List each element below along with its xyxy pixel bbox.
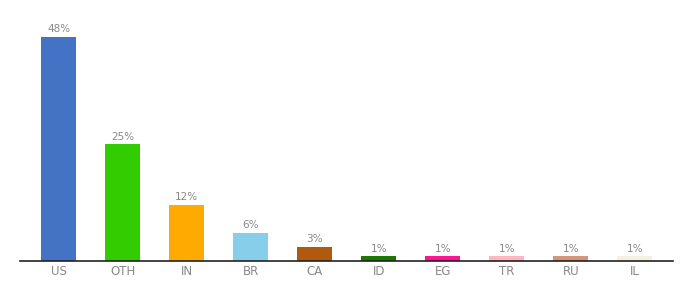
Text: 25%: 25% <box>112 131 135 142</box>
Bar <box>105 144 140 261</box>
Text: 1%: 1% <box>435 244 451 254</box>
Text: 1%: 1% <box>498 244 515 254</box>
Text: 6%: 6% <box>243 220 259 230</box>
Bar <box>554 256 588 261</box>
Bar <box>617 256 652 261</box>
Bar <box>41 37 76 261</box>
Text: 12%: 12% <box>175 192 199 202</box>
Bar <box>233 233 269 261</box>
Text: 1%: 1% <box>626 244 643 254</box>
Bar <box>169 205 205 261</box>
Text: 48%: 48% <box>47 24 70 34</box>
Bar <box>361 256 396 261</box>
Bar <box>489 256 524 261</box>
Text: 3%: 3% <box>307 234 323 244</box>
Text: 1%: 1% <box>371 244 387 254</box>
Bar <box>297 247 333 261</box>
Bar <box>425 256 460 261</box>
Text: 1%: 1% <box>562 244 579 254</box>
